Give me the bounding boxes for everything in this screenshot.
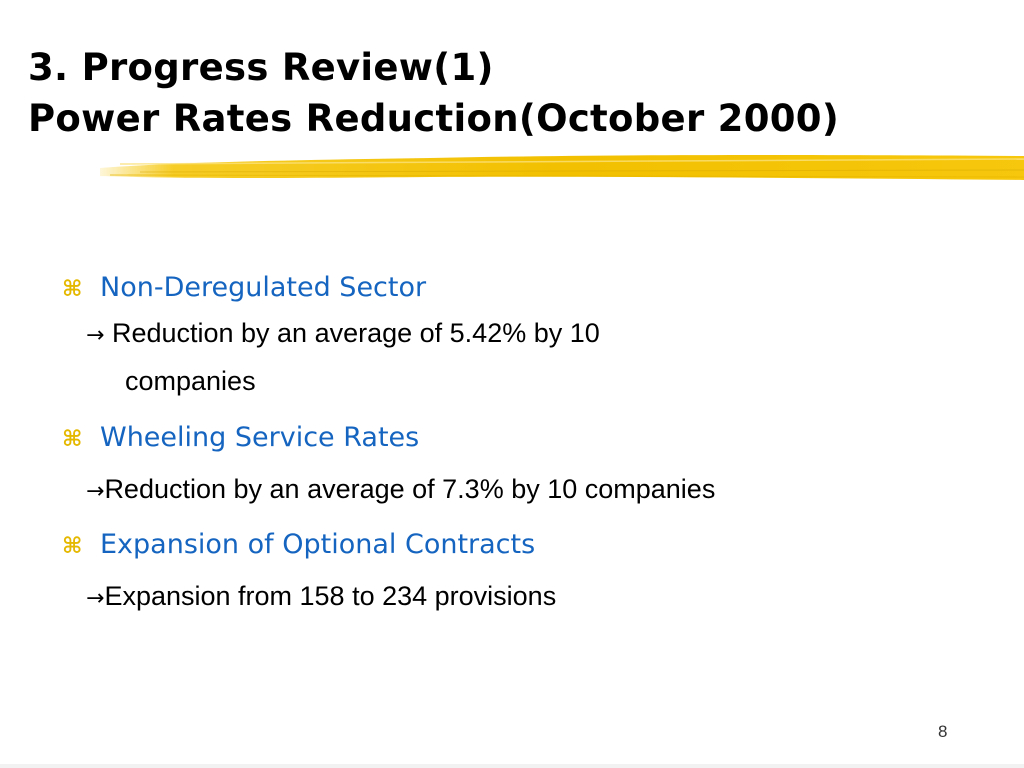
bottom-divider (0, 764, 1024, 768)
bullet-item-optional-contracts: ⌘ Expansion of Optional Contracts →Expan… (62, 523, 556, 611)
bullet-detail: →Expansion from 158 to 234 provisions (86, 581, 556, 612)
bullet-heading: Wheeling Service Rates (100, 422, 420, 453)
bullet-detail: → Reduction by an average of 5.42% by 10 (86, 318, 600, 349)
slide-title-line-1: 3. Progress Review(1) (28, 46, 494, 89)
bullet-detail-continuation: companies (125, 366, 256, 396)
slide-title-line-2: Power Rates Reduction(October 2000) (28, 97, 840, 140)
bullet-detail-text: Reduction by an average of 7.3% by 10 co… (104, 474, 716, 504)
bullet-heading: Non-Deregulated Sector (100, 272, 427, 303)
arrow-icon: → (86, 479, 105, 504)
bullet-detail-text: Reduction by an average of 5.42% by 10 (104, 318, 600, 348)
arrow-icon: → (86, 323, 105, 348)
bullet-detail-text: Expansion from 158 to 234 provisions (104, 581, 557, 611)
arrow-icon: → (86, 586, 105, 611)
page-number: 8 (938, 722, 948, 741)
slide-title: 3. Progress Review(1) Power Rates Reduct… (28, 42, 839, 144)
highlighter-brush-stroke (100, 154, 1024, 180)
bullet-item-wheeling-service-rates: ⌘ Wheeling Service Rates →Reduction by a… (62, 416, 715, 504)
bullet-detail: →Reduction by an average of 7.3% by 10 c… (86, 474, 715, 505)
command-icon: ⌘ (62, 427, 83, 452)
bullet-item-non-deregulated-sector: ⌘ Non-Deregulated Sector → Reduction by … (62, 266, 992, 396)
bullet-heading: Expansion of Optional Contracts (100, 529, 536, 560)
command-icon: ⌘ (62, 534, 83, 559)
bullet-list: ⌘ Non-Deregulated Sector → Reduction by … (62, 266, 992, 611)
command-icon: ⌘ (62, 277, 83, 302)
